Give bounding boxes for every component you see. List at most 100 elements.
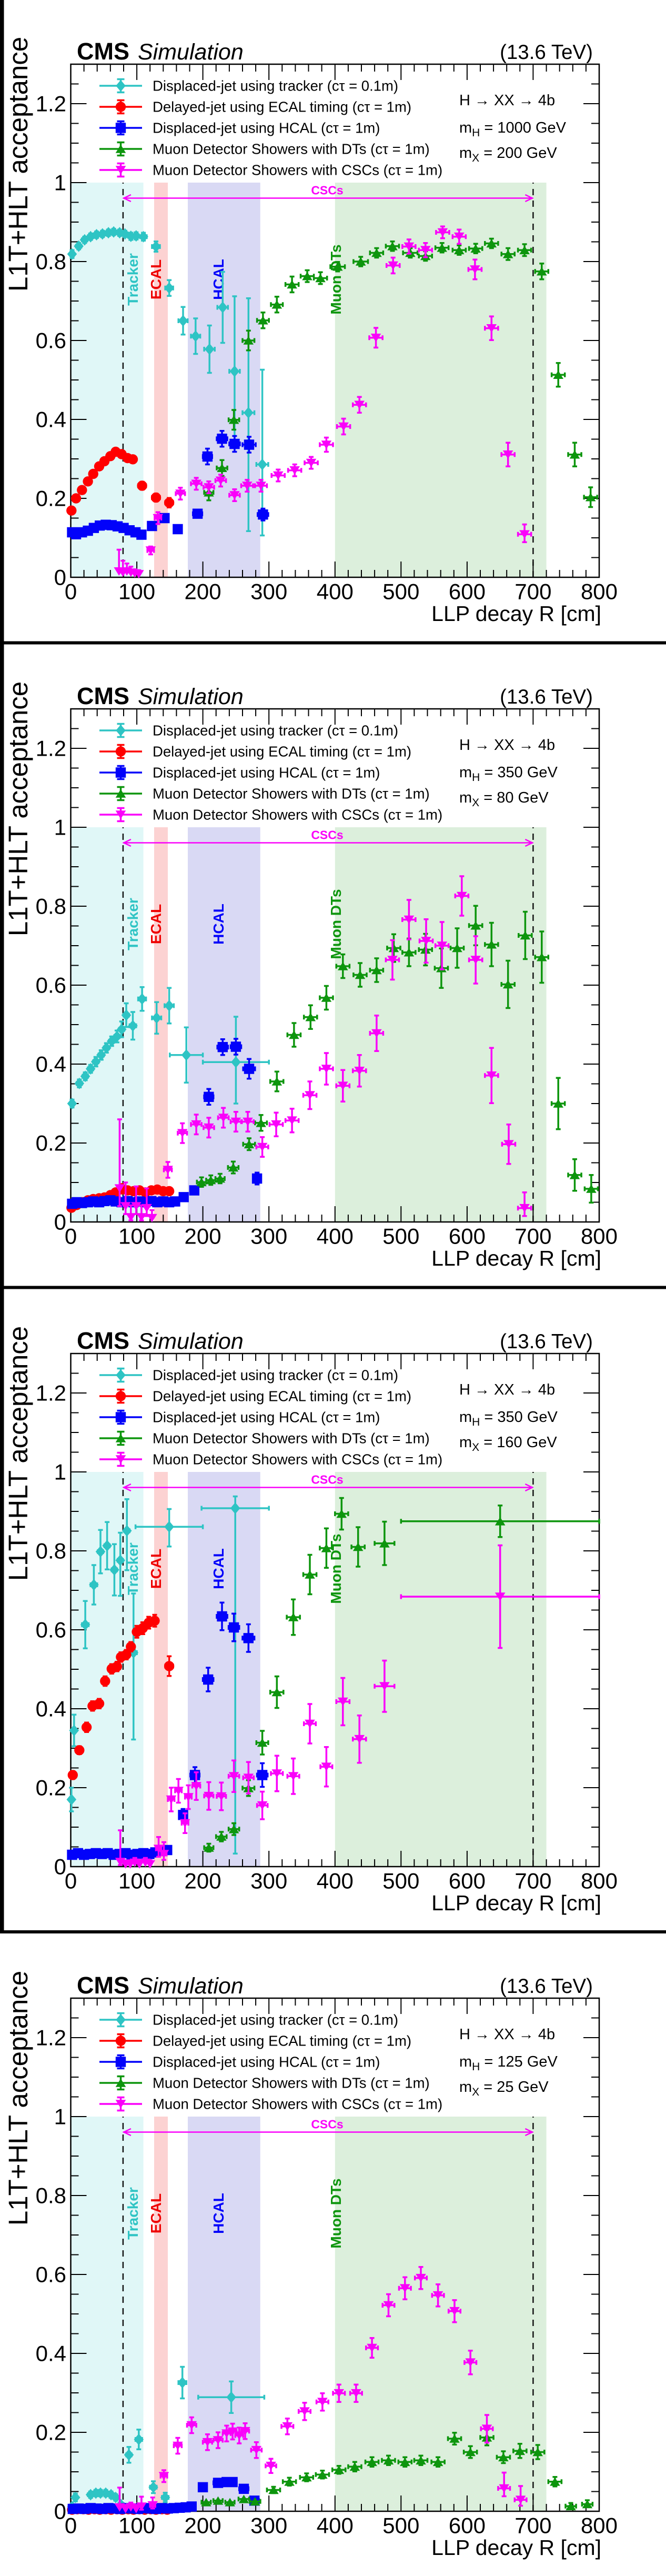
- svg-text:0.2: 0.2: [36, 1131, 66, 1156]
- svg-text:Muon Detector Showers with CSC: Muon Detector Showers with CSCs (cτ = 1m…: [153, 807, 442, 823]
- svg-text:ECAL: ECAL: [148, 2193, 164, 2233]
- svg-text:200: 200: [185, 2513, 221, 2538]
- svg-text:LLP decay R [cm]: LLP decay R [cm]: [431, 1246, 601, 1270]
- svg-text:CMS: CMS: [77, 1327, 129, 1354]
- svg-text:100: 100: [118, 1224, 155, 1249]
- svg-text:Delayed-jet using ECAL timing: Delayed-jet using ECAL timing (cτ = 1m): [153, 1388, 411, 1405]
- svg-text:H → XX → 4b: H → XX → 4b: [459, 92, 555, 109]
- svg-text:1: 1: [54, 171, 66, 195]
- svg-text:0: 0: [65, 1869, 77, 1893]
- svg-text:L1T+HLT acceptance: L1T+HLT acceptance: [3, 1971, 33, 2226]
- svg-text:800: 800: [581, 579, 618, 604]
- svg-text:300: 300: [250, 1224, 287, 1249]
- svg-text:Simulation: Simulation: [138, 1973, 244, 1999]
- svg-text:800: 800: [581, 1224, 618, 1249]
- svg-text:0: 0: [54, 1855, 66, 1879]
- svg-text:0.8: 0.8: [36, 249, 66, 274]
- svg-text:0.2: 0.2: [36, 2420, 66, 2445]
- svg-text:ECAL: ECAL: [148, 904, 164, 944]
- svg-text:700: 700: [514, 1869, 551, 1893]
- svg-text:Displaced-jet using HCAL (cτ =: Displaced-jet using HCAL (cτ = 1m): [153, 2054, 380, 2070]
- svg-text:0.6: 0.6: [36, 2262, 66, 2287]
- svg-text:mX = 25 GeV: mX = 25 GeV: [459, 2079, 549, 2098]
- svg-text:CSCs: CSCs: [311, 2118, 343, 2131]
- svg-text:100: 100: [118, 579, 155, 604]
- svg-text:Displaced-jet using HCAL (cτ =: Displaced-jet using HCAL (cτ = 1m): [153, 1409, 380, 1426]
- svg-text:LLP decay R [cm]: LLP decay R [cm]: [431, 1891, 601, 1915]
- svg-text:(13.6 TeV): (13.6 TeV): [500, 686, 593, 708]
- svg-text:LLP decay R [cm]: LLP decay R [cm]: [431, 2535, 601, 2560]
- svg-text:0: 0: [65, 1224, 77, 1249]
- svg-text:CSCs: CSCs: [311, 1473, 343, 1487]
- svg-text:0.2: 0.2: [36, 486, 66, 511]
- svg-text:Muon Detector Showers with CSC: Muon Detector Showers with CSCs (cτ = 1m…: [153, 1451, 442, 1468]
- svg-text:CMS: CMS: [77, 683, 129, 709]
- svg-text:500: 500: [382, 2513, 419, 2538]
- svg-text:Displaced-jet using HCAL (cτ =: Displaced-jet using HCAL (cτ = 1m): [153, 765, 380, 781]
- svg-text:0: 0: [54, 1210, 66, 1235]
- svg-text:CMS: CMS: [77, 38, 129, 65]
- svg-text:800: 800: [581, 2513, 618, 2538]
- svg-text:700: 700: [514, 1224, 551, 1249]
- svg-text:CSCs: CSCs: [311, 828, 343, 842]
- svg-text:0.2: 0.2: [36, 1776, 66, 1800]
- svg-text:300: 300: [250, 1869, 287, 1893]
- svg-text:H → XX → 4b: H → XX → 4b: [459, 1381, 555, 1398]
- svg-text:mH = 350 GeV: mH = 350 GeV: [459, 1409, 558, 1428]
- svg-text:300: 300: [250, 579, 287, 604]
- svg-text:Simulation: Simulation: [138, 1329, 244, 1354]
- svg-text:(13.6 TeV): (13.6 TeV): [500, 1975, 593, 1998]
- svg-text:0.8: 0.8: [36, 1539, 66, 1563]
- svg-text:Muon Detector Showers with CSC: Muon Detector Showers with CSCs (cτ = 1m…: [153, 2096, 442, 2112]
- svg-text:Muon Detector Showers with DTs: Muon Detector Showers with DTs (cτ = 1m): [153, 141, 430, 157]
- svg-text:(13.6 TeV): (13.6 TeV): [500, 41, 593, 64]
- svg-text:400: 400: [317, 1224, 354, 1249]
- svg-text:1.2: 1.2: [36, 1381, 66, 1406]
- svg-text:Delayed-jet using ECAL timing: Delayed-jet using ECAL timing (cτ = 1m): [153, 2033, 411, 2049]
- svg-text:800: 800: [581, 1869, 618, 1893]
- svg-text:Muon DTs: Muon DTs: [328, 244, 344, 314]
- svg-text:500: 500: [382, 1869, 419, 1893]
- svg-text:500: 500: [382, 1224, 419, 1249]
- svg-text:L1T+HLT acceptance: L1T+HLT acceptance: [3, 1326, 33, 1581]
- svg-text:(13.6 TeV): (13.6 TeV): [500, 1330, 593, 1353]
- svg-text:mX = 160 GeV: mX = 160 GeV: [459, 1434, 557, 1454]
- svg-text:Simulation: Simulation: [138, 684, 244, 709]
- svg-text:LLP decay R [cm]: LLP decay R [cm]: [431, 602, 601, 626]
- svg-text:1: 1: [54, 1460, 66, 1485]
- svg-text:H → XX → 4b: H → XX → 4b: [459, 737, 555, 754]
- svg-text:200: 200: [185, 1869, 221, 1893]
- svg-text:mX = 200 GeV: mX = 200 GeV: [459, 145, 557, 164]
- svg-text:600: 600: [449, 579, 486, 604]
- svg-text:300: 300: [250, 2513, 287, 2538]
- svg-text:0: 0: [65, 2513, 77, 2538]
- svg-text:600: 600: [449, 1869, 486, 1893]
- svg-text:400: 400: [317, 579, 354, 604]
- svg-text:0.8: 0.8: [36, 894, 66, 919]
- svg-text:0.8: 0.8: [36, 2183, 66, 2208]
- svg-text:1: 1: [54, 815, 66, 840]
- svg-text:200: 200: [185, 579, 221, 604]
- svg-text:ECAL: ECAL: [148, 259, 164, 299]
- svg-text:L1T+HLT acceptance: L1T+HLT acceptance: [3, 681, 33, 936]
- svg-text:Muon DTs: Muon DTs: [328, 1533, 344, 1603]
- svg-text:100: 100: [118, 2513, 155, 2538]
- svg-text:100: 100: [118, 1869, 155, 1893]
- svg-text:HCAL: HCAL: [210, 904, 227, 945]
- svg-text:Simulation: Simulation: [138, 39, 244, 65]
- svg-text:CMS: CMS: [77, 1972, 129, 1999]
- svg-text:0: 0: [54, 2499, 66, 2524]
- svg-text:Muon DTs: Muon DTs: [328, 889, 344, 959]
- svg-text:Muon Detector Showers with DTs: Muon Detector Showers with DTs (cτ = 1m): [153, 2075, 430, 2091]
- svg-text:HCAL: HCAL: [210, 259, 227, 300]
- svg-text:L1T+HLT acceptance: L1T+HLT acceptance: [3, 37, 33, 292]
- svg-text:HCAL: HCAL: [210, 2193, 227, 2234]
- svg-text:Displaced-jet using tracker (c: Displaced-jet using tracker (cτ = 0.1m): [153, 78, 398, 94]
- svg-text:Muon Detector Showers with DTs: Muon Detector Showers with DTs (cτ = 1m): [153, 786, 430, 802]
- svg-text:500: 500: [382, 579, 419, 604]
- svg-text:1.2: 1.2: [36, 92, 66, 116]
- svg-text:Delayed-jet using ECAL timing: Delayed-jet using ECAL timing (cτ = 1m): [153, 99, 411, 115]
- svg-text:0.6: 0.6: [36, 328, 66, 353]
- svg-text:Delayed-jet using ECAL timing: Delayed-jet using ECAL timing (cτ = 1m): [153, 744, 411, 760]
- svg-text:700: 700: [514, 579, 551, 604]
